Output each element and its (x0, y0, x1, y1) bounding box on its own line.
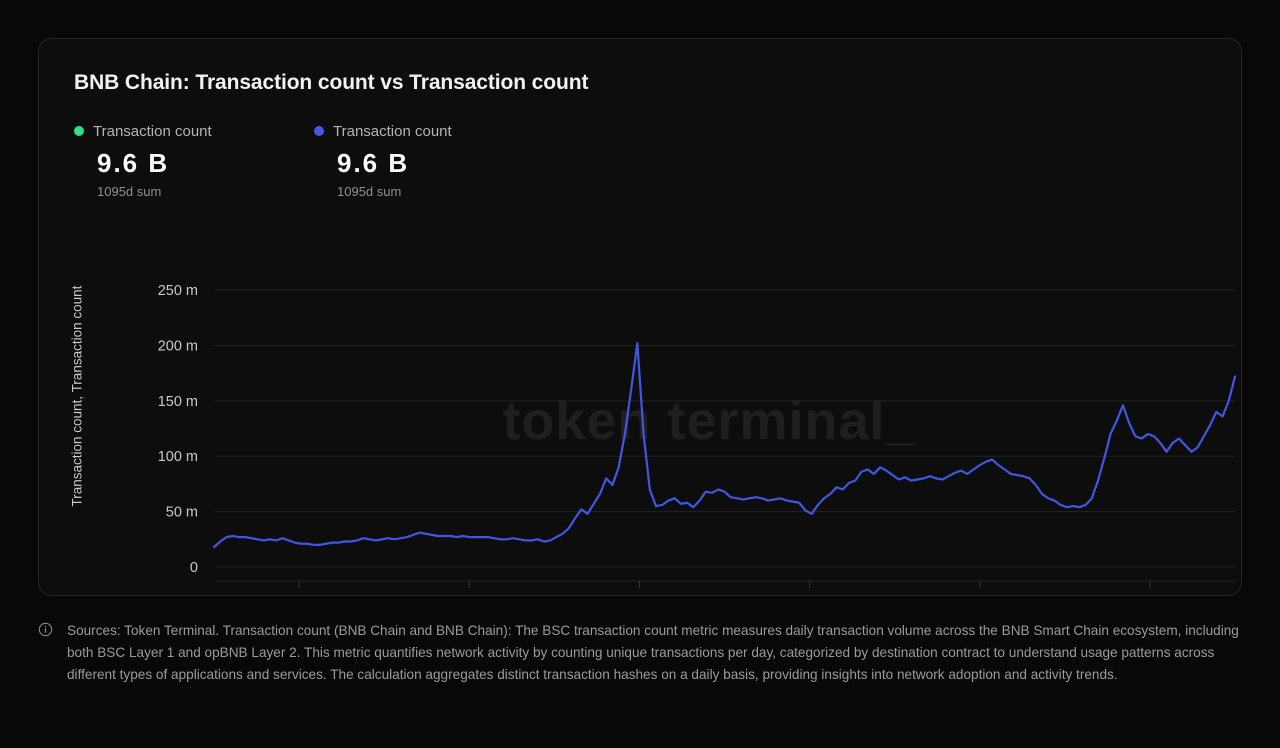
y-tick-label: 150 m (158, 394, 198, 410)
y-tick-label: 100 m (158, 449, 198, 465)
legend-item-2[interactable]: Transaction count (314, 121, 554, 141)
x-tick-label: 07/01/25 (1122, 595, 1178, 596)
chart-card: BNB Chain: Transaction count vs Transact… (38, 38, 1242, 596)
legend-dot-green-icon (74, 126, 84, 136)
page-title: BNB Chain: Transaction count vs Transact… (74, 71, 589, 94)
x-tick-label: 01/01/23 (271, 595, 327, 596)
kpi-legend-row: Transaction count 9.6 B 1095d sum Transa… (74, 121, 554, 199)
footer-description: Sources: Token Terminal. Transaction cou… (67, 623, 1239, 682)
watermark: token terminal_ (502, 391, 916, 451)
x-tick-label: 07/01/24 (781, 595, 837, 596)
legend-label-1: Transaction count (93, 122, 212, 140)
legend-item-1[interactable]: Transaction count (74, 121, 314, 141)
kpi-value-2: 9.6 B (337, 148, 410, 178)
kpi-block-1[interactable]: Transaction count 9.6 B 1095d sum (74, 121, 314, 199)
y-tick-label: 50 m (166, 505, 198, 521)
kpi-subtitle-2: 1095d sum (337, 184, 402, 199)
x-tick-label: 07/01/23 (441, 595, 497, 596)
x-tick-label: 01/01/25 (952, 595, 1008, 596)
series-line-transaction-count[interactable] (212, 342, 1237, 549)
y-tick-label: 250 m (158, 283, 198, 299)
y-tick-label: 0 (190, 560, 198, 576)
info-circle-icon (38, 622, 53, 642)
legend-dot-blue-icon (314, 126, 324, 136)
kpi-block-2[interactable]: Transaction count 9.6 B 1095d sum (314, 121, 554, 199)
footer-sources: Sources: Token Terminal. Transaction cou… (38, 620, 1246, 686)
x-tick-label: 01/01/24 (611, 595, 667, 596)
plot-area[interactable]: Transaction count, Transaction count 0 50… (39, 239, 1242, 596)
line-chart-svg[interactable]: 0 50 m 100 m 150 m 200 m 250 m 01/01/23 07/01/2… (39, 239, 1242, 596)
kpi-value-1: 9.6 B (97, 148, 170, 178)
y-tick-label: 200 m (158, 338, 198, 354)
kpi-subtitle-1: 1095d sum (97, 184, 162, 199)
legend-label-2: Transaction count (333, 122, 452, 140)
